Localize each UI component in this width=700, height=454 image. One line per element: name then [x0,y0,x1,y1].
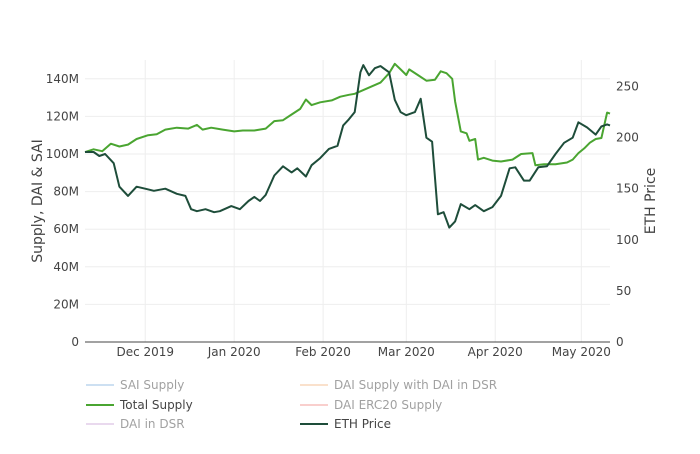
x-tick-label: Jan 2020 [207,345,261,359]
legend-label: ETH Price [334,417,391,431]
legend-label: DAI Supply with DAI in DSR [334,378,497,392]
y-left-tick-label: 80M [53,185,79,199]
legend-label: Total Supply [119,398,193,412]
series-lines [84,62,611,229]
legend-item-eth-price[interactable]: ETH Price [300,417,391,431]
y-left-tick-label: 20M [53,297,79,311]
x-tick-label: Mar 2020 [378,345,435,359]
x-tick-label: Apr 2020 [468,345,523,359]
legend-item-total-supply[interactable]: Total Supply [86,398,193,412]
legend-item-dai-erc20-supply[interactable]: DAI ERC20 Supply [300,398,442,412]
series-line-eth-price [85,64,611,229]
y-left-tick-label: 60M [53,222,79,236]
y-left-tick-label: 40M [53,260,79,274]
legend-label: SAI Supply [120,378,184,392]
x-tick-label: Dec 2019 [116,345,174,359]
y-right-tick-label: 150 [616,182,639,196]
legend-label: DAI ERC20 Supply [334,398,442,412]
y-axis-left-title: Supply, DAI & SAI [30,139,46,263]
x-tick-label: May 2020 [552,345,611,359]
grid-lines [85,60,610,342]
y-left-tick-label: 140M [46,72,79,86]
legend-item-dai-in-dsr[interactable]: DAI in DSR [86,417,185,431]
y-right-tick-label: 250 [616,80,639,94]
x-tick-label: Feb 2020 [295,345,351,359]
legend-item-dai-supply-with-dai-in-dsr[interactable]: DAI Supply with DAI in DSR [300,378,497,392]
y-axis-right-title: ETH Price [643,168,659,235]
y-left-tick-label: 0 [71,335,79,349]
legend-item-sai-supply[interactable]: SAI Supply [86,378,184,392]
y-left-tick-label: 120M [46,109,79,123]
y-right-tick-label: 50 [616,284,631,298]
y-right-tick-label: 0 [616,335,624,349]
tick-labels: 0 20M 40M 60M 80M 100M 120M 140M Dec 2019 Jan 202… [46,72,639,359]
y-right-tick-label: 200 [616,131,639,145]
legend-label: DAI in DSR [120,417,185,431]
y-left-tick-label: 100M [46,147,79,161]
y-right-tick-label: 100 [616,233,639,247]
legend: SAI Supply DAI Supply with DAI in DSR Tota… [86,378,497,431]
